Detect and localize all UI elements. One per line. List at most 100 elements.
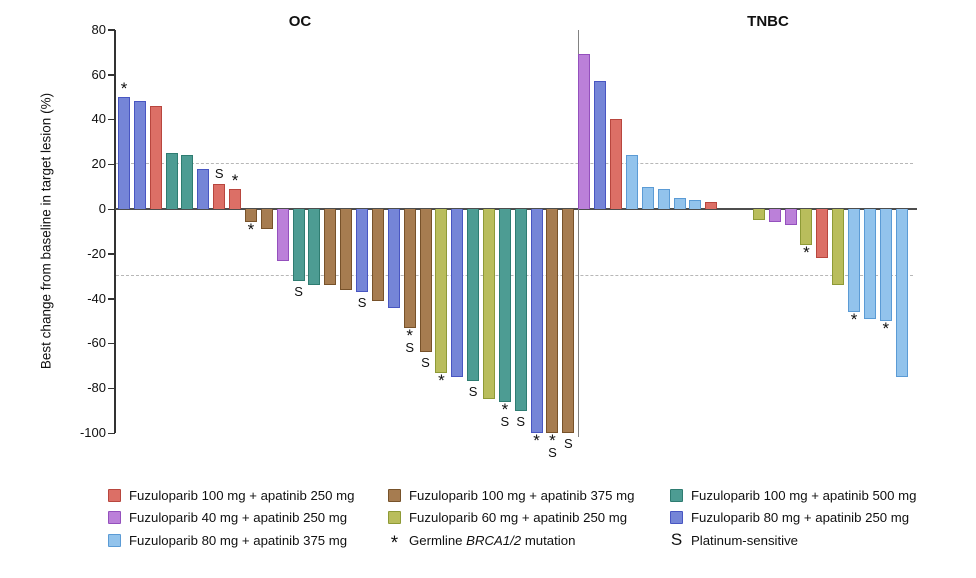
bar-flag: S — [357, 294, 367, 310]
plot-area: 80 60 40 20 0 -20 -40 -60 -80 -100 * S * * S S * S S * S * S S *… — [80, 21, 917, 460]
bar — [784, 209, 797, 225]
bar-flag: * — [803, 242, 810, 262]
bar — [498, 209, 511, 402]
y-tick-label: 60 — [91, 66, 106, 82]
bar — [133, 101, 146, 209]
y-tick — [108, 342, 115, 345]
y-tick-label: 80 — [91, 21, 106, 37]
reference-line — [116, 163, 913, 165]
bar — [340, 209, 353, 290]
y-tick-label: -20 — [87, 245, 106, 261]
y-tick — [108, 118, 115, 121]
bar-flag: S — [500, 413, 510, 429]
y-tick — [108, 253, 115, 255]
bar-flag: S — [405, 339, 414, 355]
bar — [800, 209, 813, 245]
bar-flag: * — [882, 319, 890, 338]
bar-flag: S — [516, 413, 526, 429]
legend-color-swatch-icon — [388, 488, 401, 502]
bar — [387, 209, 400, 308]
bar — [403, 209, 416, 328]
group-title-tnbc: TNBC — [747, 13, 789, 30]
y-tick — [108, 387, 115, 390]
bar — [594, 81, 607, 209]
bar-flag: * — [231, 170, 239, 190]
bar — [514, 209, 527, 411]
bar-flag: S — [564, 436, 573, 451]
bar — [578, 54, 591, 209]
legend-item: S Platinum-sensitive — [670, 530, 916, 549]
bar — [149, 105, 162, 209]
bar — [435, 209, 448, 373]
bar — [705, 202, 718, 209]
bar — [371, 209, 384, 301]
legend-label: Platinum-sensitive — [691, 532, 799, 548]
legend-label: Fuzuloparib 100 mg + apatinib 500 mg — [691, 487, 917, 503]
legend-color-swatch-icon — [670, 488, 683, 502]
reference-line — [116, 275, 913, 277]
legend-item: Fuzuloparib 100 mg + apatinib 375 mg — [388, 488, 634, 503]
legend-label: Fuzuloparib 80 mg + apatinib 250 mg — [691, 510, 910, 525]
legend-item: * Germline BRCA1/2 mutation — [388, 532, 634, 554]
legend-color-swatch-icon — [108, 488, 121, 502]
y-tick-label: 20 — [91, 156, 106, 172]
bar — [879, 209, 892, 321]
bar-flag: S — [294, 283, 303, 299]
y-tick-label: -40 — [87, 290, 106, 306]
bar-flag: S — [214, 166, 224, 182]
bar — [229, 188, 242, 209]
bar — [863, 209, 876, 319]
bar — [673, 197, 686, 209]
bar — [324, 209, 337, 286]
bar-flag: * — [120, 79, 128, 98]
bar-flag: * — [406, 325, 413, 345]
bar-flag: * — [549, 431, 556, 450]
bar — [610, 119, 623, 209]
bar — [625, 155, 638, 209]
legend-label: Germline BRCA1/2 mutation — [409, 532, 576, 548]
legend-item: Fuzuloparib 60 mg + apatinib 250 mg — [388, 510, 634, 525]
y-tick — [108, 298, 115, 300]
bar-flag: * — [501, 399, 509, 419]
legend-color-swatch-icon — [388, 511, 401, 524]
bar — [165, 153, 178, 209]
bar — [467, 209, 480, 382]
legend-label: Fuzuloparib 60 mg + apatinib 250 mg — [409, 510, 628, 525]
bar — [356, 209, 369, 292]
legend-color-swatch-icon — [108, 533, 121, 547]
bar — [244, 209, 257, 223]
y-tick — [108, 208, 115, 210]
asterisk-icon: * — [390, 533, 399, 554]
y-tick — [108, 163, 115, 166]
bar — [530, 209, 543, 433]
y-axis-line — [114, 29, 116, 433]
bar — [483, 209, 495, 400]
bar — [832, 209, 845, 286]
legend-item: Fuzuloparib 100 mg + apatinib 500 mg — [670, 487, 917, 503]
bar-flag: * — [533, 431, 540, 450]
bar — [689, 200, 702, 209]
bar — [292, 209, 305, 281]
y-tick-label: -80 — [87, 380, 106, 396]
legend-column: Fuzuloparib 100 mg + apatinib 250 mg Fuzu… — [108, 488, 354, 556]
platinum-sensitive-s-icon: S — [670, 530, 683, 549]
bar-flag: S — [548, 445, 557, 460]
legend-label: Fuzuloparib 40 mg + apatinib 250 mg — [129, 510, 348, 525]
legend-color-swatch-icon — [108, 511, 121, 524]
y-tick-label: 40 — [91, 111, 106, 127]
bar-flag: * — [247, 220, 255, 240]
bar — [768, 209, 781, 223]
legend-column: Fuzuloparib 100 mg + apatinib 375 mg Fuzu… — [388, 488, 634, 556]
legend-item: Fuzuloparib 100 mg + apatinib 250 mg — [108, 488, 354, 503]
legend-color-swatch-icon — [670, 511, 683, 524]
bar — [213, 184, 226, 209]
legend-item: Fuzuloparib 80 mg + apatinib 375 mg — [108, 533, 354, 548]
bar — [641, 186, 654, 209]
bar — [451, 209, 464, 377]
bar — [562, 209, 575, 433]
bar-flag: S — [421, 355, 430, 371]
y-tick — [108, 29, 115, 31]
group-title-oc: OC — [288, 13, 312, 30]
bar — [848, 209, 861, 313]
